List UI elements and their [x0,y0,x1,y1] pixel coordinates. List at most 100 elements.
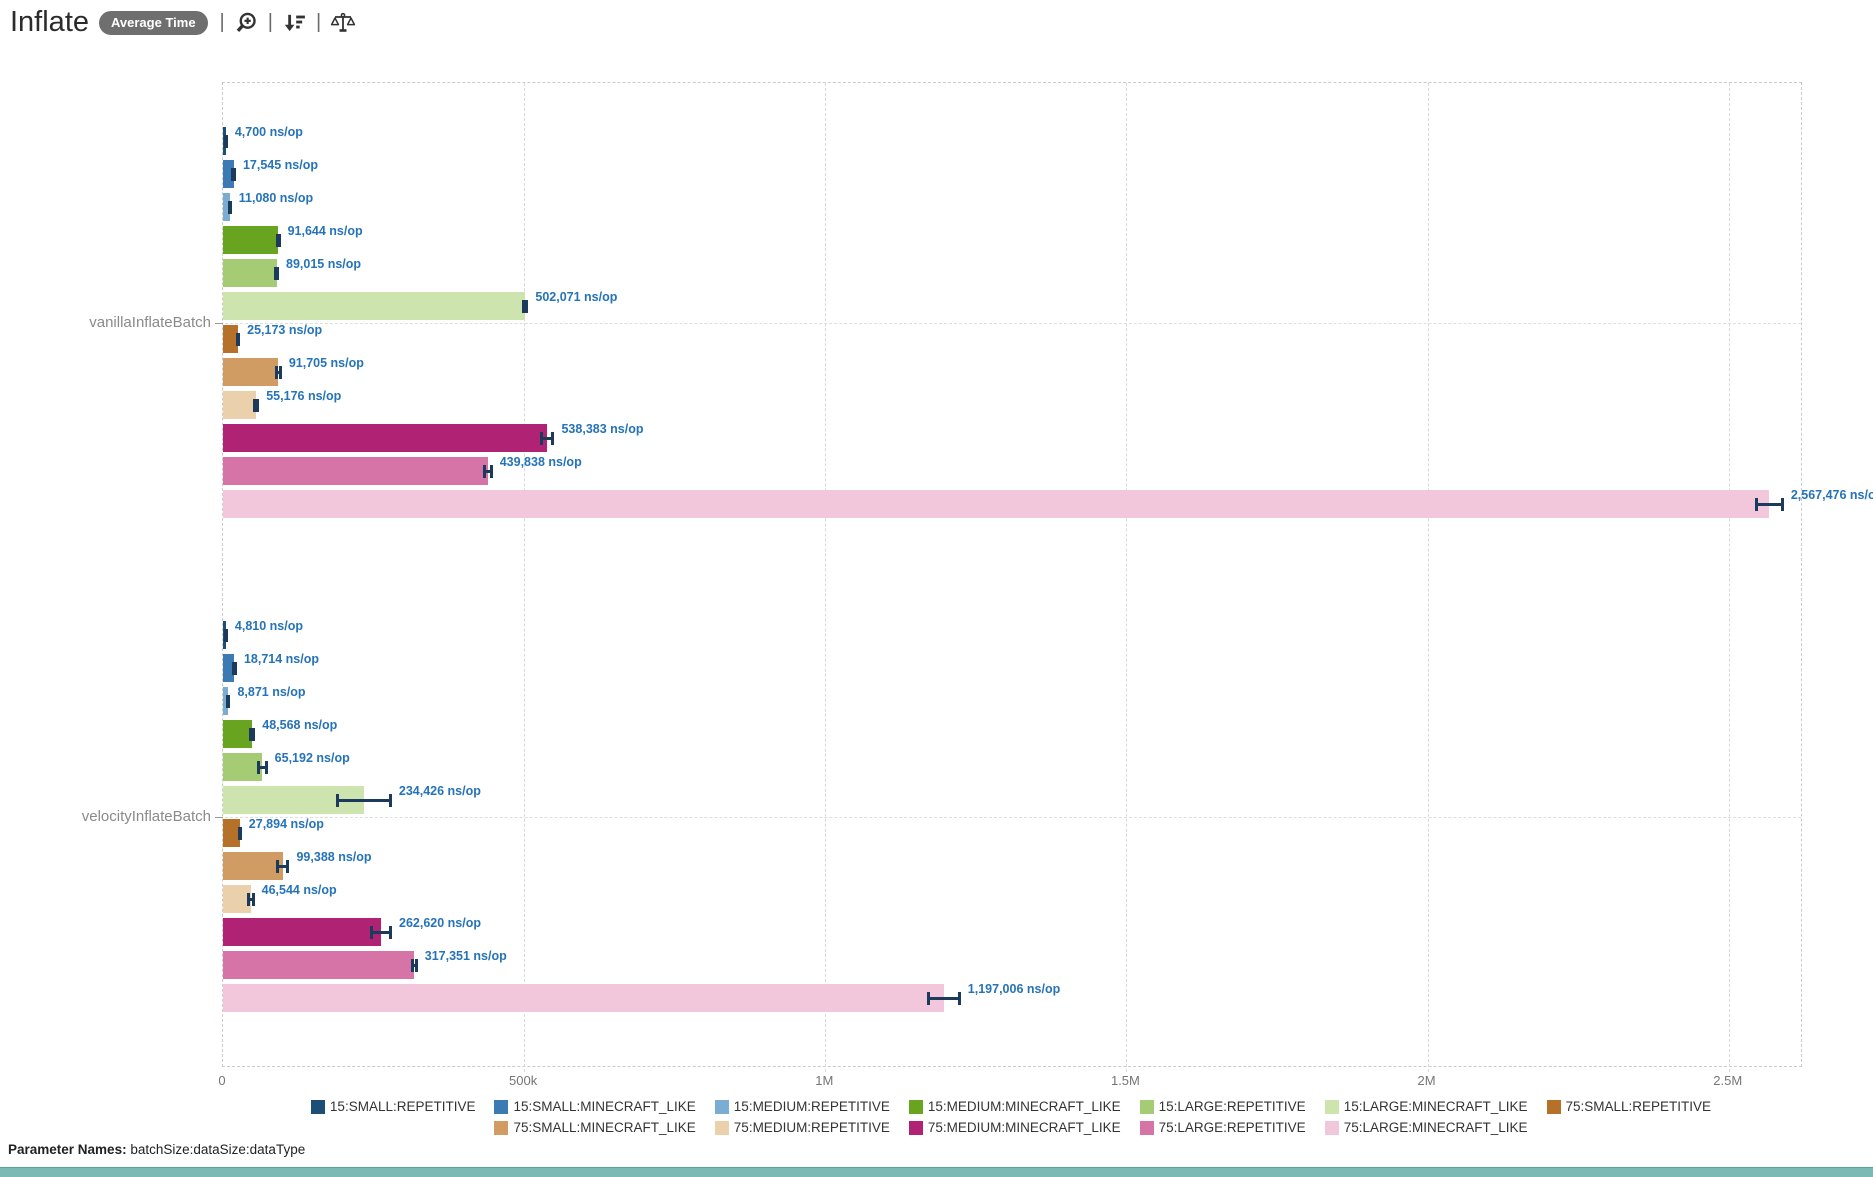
scales-icon[interactable] [329,9,356,36]
legend-label: 15:SMALL:REPETITIVE [329,1099,476,1114]
legend-swatch [1546,1099,1561,1114]
bar[interactable] [223,391,257,419]
legend-label: 75:MEDIUM:REPETITIVE [733,1120,890,1135]
bar[interactable] [223,951,415,979]
bar-value-label: 4,810 ns/op [234,619,303,633]
bar[interactable] [223,819,240,847]
bar[interactable] [223,852,283,880]
category-tick [215,323,223,324]
legend-item[interactable]: 15:MEDIUM:REPETITIVE [714,1099,890,1114]
legend-swatch [494,1120,509,1135]
bar-value-label: 27,894 ns/op [248,817,324,831]
bar-value-label: 89,015 ns/op [286,257,362,271]
legend-label: 15:LARGE:MINECRAFT_LIKE [1343,1099,1528,1114]
bar[interactable] [223,885,252,913]
bar-value-label: 317,351 ns/op [424,949,507,963]
bar-value-label: 8,871 ns/op [237,685,306,699]
legend-item[interactable]: 75:LARGE:REPETITIVE [1139,1120,1306,1135]
error-bar-line [927,996,961,1000]
bar[interactable] [223,720,253,748]
bar-value-label: 91,644 ns/op [287,224,363,238]
bar[interactable] [223,753,263,781]
x-tick-label: 1.5M [1110,1073,1140,1088]
legend-swatch [714,1120,729,1135]
x-tick-label: 2.5M [1713,1073,1743,1088]
bar[interactable] [223,325,239,353]
error-bar [253,398,260,412]
error-bar-line [483,469,493,473]
separator: | [315,11,322,33]
legend-item[interactable]: 15:SMALL:MINECRAFT_LIKE [494,1099,696,1114]
bar[interactable] [223,490,1770,518]
category-gridline [215,817,1801,818]
bar[interactable] [223,193,230,221]
error-bar-line [223,139,228,143]
x-axis: 0 500k 1M 1.5M 2M 2.5M [218,1073,1800,1091]
gridline [1126,83,1128,1072]
bar[interactable] [223,259,277,287]
error-bar [236,332,241,346]
error-bar-line [231,666,237,670]
error-bar [483,464,493,478]
parameter-names: Parameter Names: batchSize:dataSize:data… [8,1142,305,1157]
legend-label: 75:LARGE:REPETITIVE [1158,1120,1306,1135]
bar[interactable] [223,918,382,946]
bar[interactable] [223,457,488,485]
bar-value-label: 25,173 ns/op [247,323,323,337]
error-bar [247,892,255,906]
bar-value-label: 65,192 ns/op [274,751,350,765]
legend-label: 15:MEDIUM:MINECRAFT_LIKE [927,1099,1121,1114]
legend-label: 75:SMALL:REPETITIVE [1565,1099,1712,1114]
error-bar [227,200,232,214]
bar[interactable] [223,226,279,254]
legend-label: 75:MEDIUM:MINECRAFT_LIKE [927,1120,1121,1135]
legend-item[interactable]: 75:SMALL:MINECRAFT_LIKE [494,1120,696,1135]
legend-item[interactable]: 75:MEDIUM:MINECRAFT_LIKE [908,1120,1121,1135]
gridline [1427,83,1429,1072]
error-bar-line [540,436,555,440]
error-bar-line [410,963,418,967]
legend-swatch [494,1099,509,1114]
legend: 15:SMALL:REPETITIVE 15:SMALL:MINECRAFT_LI… [222,1099,1800,1141]
category-label: vanillaInflateBatch [89,314,211,331]
bar[interactable] [223,292,526,320]
bar[interactable] [223,687,229,715]
page-title: Inflate [10,6,89,38]
bar[interactable] [223,654,235,682]
error-bar [276,859,290,873]
bar[interactable] [223,160,234,188]
bottom-accent-bar [0,1167,1873,1177]
error-bar-line [276,864,290,868]
error-bar [927,991,961,1005]
error-bar-line [227,205,232,209]
error-bar [231,167,236,181]
separator: | [267,11,273,33]
bar-value-label: 17,545 ns/op [242,158,319,172]
bar[interactable] [223,424,548,452]
bar[interactable] [223,358,279,386]
legend-item[interactable]: 75:MEDIUM:REPETITIVE [714,1120,890,1135]
legend-item[interactable]: 15:LARGE:MINECRAFT_LIKE [1324,1099,1528,1114]
legend-item[interactable]: 75:SMALL:REPETITIVE [1546,1099,1712,1114]
error-bar-line [223,633,228,637]
legend-item[interactable]: 15:MEDIUM:MINECRAFT_LIKE [908,1099,1121,1114]
legend-item[interactable]: 15:SMALL:REPETITIVE [310,1099,476,1114]
error-bar-line [256,765,268,769]
legend-item[interactable]: 15:LARGE:REPETITIVE [1139,1099,1306,1114]
legend-item[interactable]: 75:LARGE:MINECRAFT_LIKE [1324,1120,1528,1135]
bar-value-label: 91,705 ns/op [288,356,364,370]
bar-value-label: 48,568 ns/op [262,718,338,732]
zoom-in-icon[interactable] [233,9,260,36]
error-bar [249,727,256,741]
legend-swatch [1324,1120,1339,1135]
gridline [825,83,827,1072]
error-bar-line [522,304,529,308]
sort-icon[interactable] [281,9,308,36]
error-bar [370,925,392,939]
error-bar-line [370,930,392,934]
parameter-names-value: batchSize:dataSize:dataType [130,1142,306,1157]
error-bar-line [1754,502,1784,506]
bar[interactable] [223,984,944,1012]
error-bar-line [231,172,236,176]
bar-value-label: 439,838 ns/op [499,455,582,469]
